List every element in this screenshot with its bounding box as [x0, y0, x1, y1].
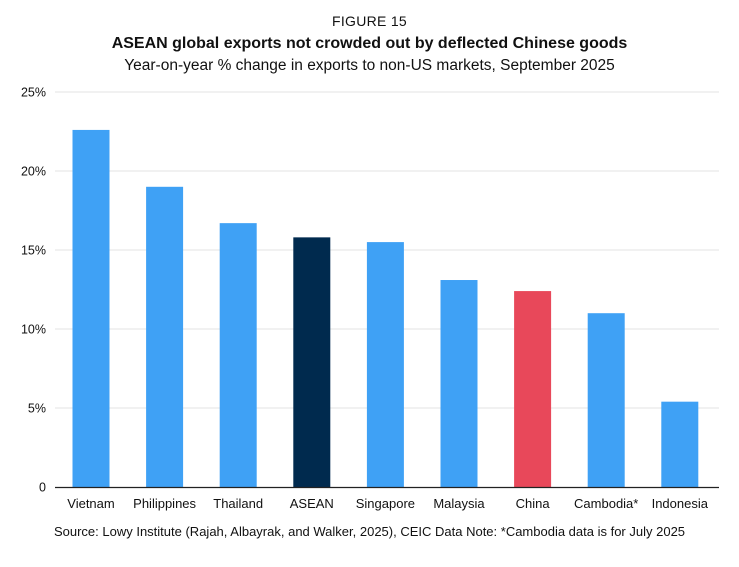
bar-vietnam: [72, 129, 110, 488]
bar-malaysia: [440, 280, 478, 487]
y-tick-label: 10%: [21, 323, 46, 337]
x-tick-label: ASEAN: [290, 496, 334, 511]
bar-china: [514, 291, 552, 487]
bar-thailand: [219, 223, 257, 487]
y-axis-ticks: 0 5% 10% 15% 20% 25%: [21, 86, 46, 495]
x-tick-label: Singapore: [356, 496, 415, 511]
y-tick-label: 0: [39, 481, 46, 495]
bar-cambodia: [587, 313, 625, 487]
source-note: Source: Lowy Institute (Rajah, Albayrak,…: [53, 524, 686, 539]
y-tick-label: 25%: [21, 86, 46, 100]
bar-philippines: [146, 186, 184, 488]
y-tick-label: 5%: [28, 402, 46, 416]
chart-subtitle: Year-on-year % change in exports to non-…: [124, 57, 615, 74]
x-tick-label: Cambodia*: [574, 496, 638, 511]
bar-indonesia: [661, 401, 699, 487]
x-tick-label: Philippines: [133, 496, 196, 511]
x-tick-label: Malaysia: [433, 496, 485, 511]
x-tick-label: Indonesia: [652, 496, 709, 511]
y-tick-label: 15%: [21, 244, 46, 258]
bar-asean: [293, 237, 331, 487]
y-tick-label: 20%: [21, 165, 46, 179]
x-tick-label: China: [516, 496, 551, 511]
bars: [72, 129, 699, 488]
x-tick-label: Thailand: [213, 496, 263, 511]
x-axis-ticks: Vietnam Philippines Thailand ASEAN Singapore…: [67, 496, 708, 511]
figure-label: FIGURE 15: [331, 13, 408, 29]
x-tick-label: Vietnam: [67, 496, 114, 511]
bar-singapore: [366, 242, 404, 487]
chart-title: ASEAN global exports not crowded out by …: [111, 35, 628, 52]
